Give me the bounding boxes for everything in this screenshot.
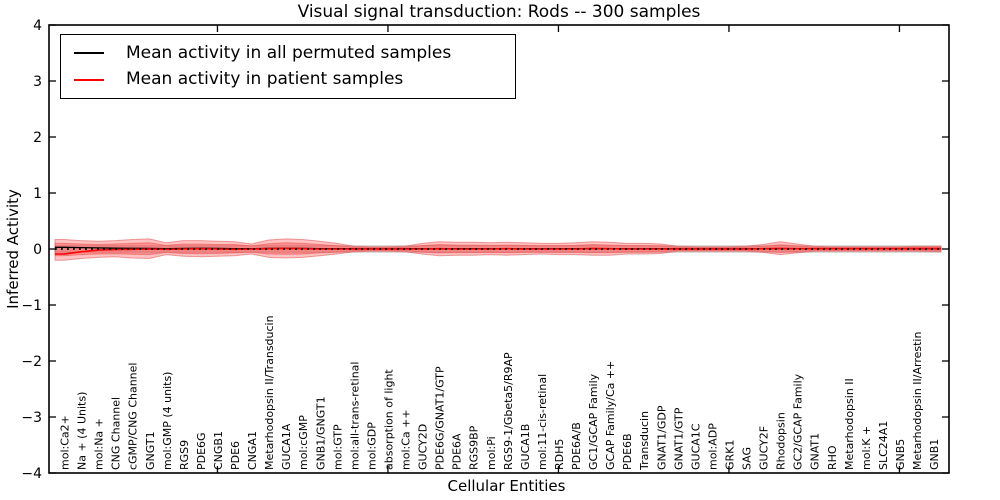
- entity-label: GNB5: [894, 439, 907, 470]
- entity-label: SAG: [741, 447, 754, 470]
- x-axis-ticks: [216, 25, 901, 473]
- entity-label: RGS9BP: [468, 425, 481, 470]
- legend-item-patient: Mean activity in patient samples: [74, 71, 515, 88]
- entity-label: mol:all-trans-retinal: [348, 362, 361, 470]
- entity-label: CNGA1: [246, 431, 259, 470]
- entity-label: RDH5: [553, 439, 566, 470]
- entity-label: PDE6G/GNAT1/GTP: [434, 366, 447, 470]
- svg-text:4: 4: [33, 18, 42, 34]
- entity-label: PDE6A/B: [570, 422, 583, 470]
- svg-text:−4: −4: [21, 466, 42, 482]
- entity-label: PDE6A: [451, 433, 464, 470]
- entity-label: GUCY2F: [758, 426, 771, 470]
- legend-item-permuted: Mean activity in all permuted samples: [74, 42, 515, 63]
- entity-label: RGS9-1/Gbeta5/R9AP: [502, 352, 515, 470]
- legend-line-patient-icon: [74, 78, 104, 81]
- svg-text:−1: −1: [21, 298, 42, 314]
- entity-label: mol:11-cis-retinal: [536, 374, 549, 470]
- svg-text:1: 1: [33, 186, 42, 202]
- entity-label: GNAT1: [809, 433, 822, 470]
- entity-label: GNAT1/GTP: [672, 407, 685, 470]
- y-axis-ticks: −4 −3 −2 −1 0 1 2 3 4: [21, 18, 949, 482]
- entity-label: Metarhodopsin II/Arrestin: [911, 332, 924, 470]
- entity-label: mol:cGMP: [297, 415, 310, 470]
- entity-label: PDE6: [229, 441, 242, 470]
- svg-text:3: 3: [33, 74, 42, 90]
- svg-text:−2: −2: [21, 354, 42, 370]
- entity-label: GNAT1/GDP: [655, 405, 668, 470]
- entity-label: cGMP/CNG Channel: [127, 363, 140, 471]
- entity-label: Transducin: [638, 411, 651, 471]
- entity-labels: mol:Ca2+ Na + (4 Units) mol:Na + CNG Channe…: [59, 315, 942, 471]
- entity-label: GNB1: [928, 439, 941, 470]
- entity-label: GUCA1C: [689, 423, 702, 470]
- legend-line-permuted-icon: [74, 52, 104, 55]
- entity-label: GUCY2D: [417, 424, 430, 470]
- entity-label: Na + (4 Units): [76, 392, 89, 470]
- x-axis-label: Cellular Entities: [447, 477, 566, 495]
- entity-label: mol:Na +: [93, 418, 106, 470]
- svg-text:0: 0: [33, 242, 42, 258]
- entity-label: GNB1/GNGT1: [314, 396, 327, 470]
- entity-label: Metarhodopsin II/Transducin: [263, 315, 276, 470]
- entity-label: mol:Ca2+: [59, 415, 72, 470]
- entity-label: mol:Pi: [485, 436, 498, 470]
- entity-label: mol:GMP (4 units): [161, 372, 174, 470]
- entity-label: GNGT1: [144, 431, 157, 470]
- entity-label: GUCA1B: [519, 424, 532, 470]
- svg-text:2: 2: [33, 130, 42, 146]
- entity-label: mol:GTP: [331, 424, 344, 470]
- entity-label: GC1/GCAP Family: [587, 373, 600, 470]
- entity-label: RGS9: [178, 440, 191, 470]
- entity-label: Metarhodopsin II: [843, 378, 856, 470]
- entity-label: Rhodopsin: [775, 412, 788, 470]
- svg-text:−3: −3: [21, 410, 42, 426]
- entity-label: mol:GDP: [365, 422, 378, 470]
- entity-label: GCAP Family/Ca ++: [604, 361, 617, 470]
- entity-label: mol:K +: [860, 426, 873, 470]
- entity-label: SLC24A1: [877, 421, 890, 470]
- entity-label: GUCA1A: [280, 423, 293, 470]
- legend-label-patient: Mean activity in patient samples: [126, 69, 404, 90]
- entity-label: GRK1: [723, 440, 736, 470]
- entity-label: CNG Channel: [110, 397, 123, 470]
- legend: Mean activity in all permuted samples Me…: [60, 34, 516, 99]
- entity-label: GC2/GCAP Family: [792, 373, 805, 470]
- entity-label: CNGB1: [212, 431, 225, 470]
- entity-label: PDE6G: [195, 432, 208, 470]
- entity-label: RHO: [826, 445, 839, 470]
- chart-title: Visual signal transduction: Rods -- 300 …: [297, 2, 701, 22]
- entity-label: PDE6B: [621, 433, 634, 470]
- legend-label-permuted: Mean activity in all permuted samples: [126, 42, 452, 63]
- entity-label: mol:ADP: [706, 423, 719, 470]
- entity-label: mol:Ca ++: [400, 409, 413, 470]
- entity-label: absorption of light: [382, 369, 395, 470]
